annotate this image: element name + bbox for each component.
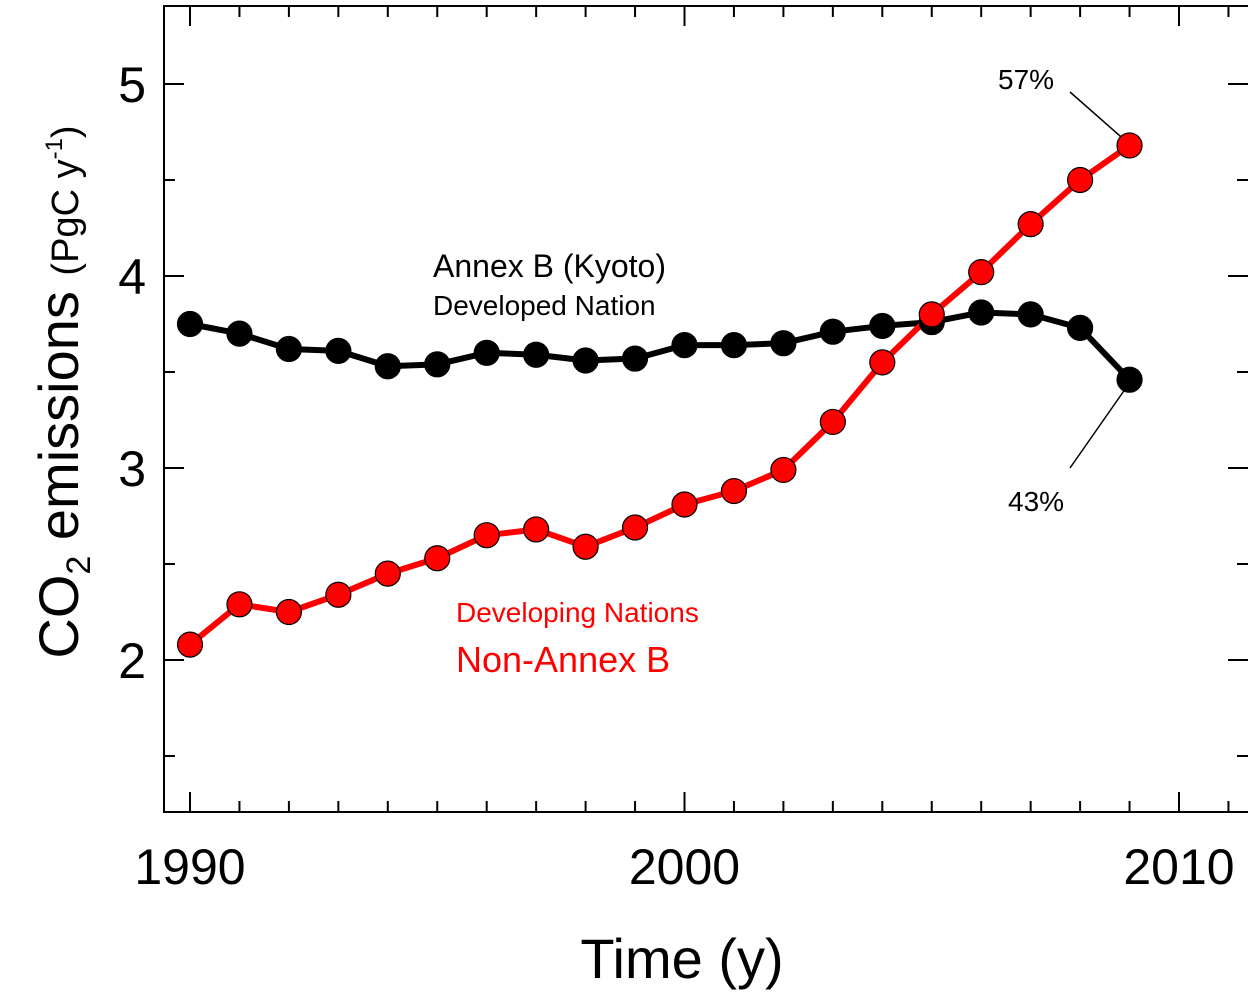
y-axis-title-unit-sup: -1 (41, 138, 68, 159)
y-axis-title: CO2 emissions (PgC y-1) (27, 125, 98, 658)
nonannex-label-line1: Developing Nations (456, 597, 699, 628)
y-tick-label: 2 (118, 633, 146, 689)
data-point-series-1 (918, 301, 945, 328)
data-point-series-1 (869, 349, 896, 376)
data-point-series-0 (1116, 366, 1143, 393)
nonannex-label-line2: Non-Annex B (456, 639, 670, 680)
data-point-series-1 (1116, 132, 1143, 159)
data-point-series-0 (473, 339, 500, 366)
pct-annex-label: 43% (1008, 486, 1064, 517)
data-point-series-1 (770, 456, 797, 484)
x-tick-label: 2000 (629, 839, 740, 895)
data-point-series-0 (621, 345, 649, 372)
data-point-series-0 (720, 332, 748, 359)
plot-frame (163, 5, 1248, 813)
data-point-series-1 (1066, 166, 1094, 194)
data-point-series-0 (1017, 301, 1044, 328)
data-point-series-0 (424, 351, 451, 378)
annex-label-line2: Developed Nation (433, 290, 656, 321)
data-point-series-1 (968, 259, 995, 286)
data-point-series-1 (374, 560, 401, 587)
y-axis-title-prefix: CO (27, 575, 90, 659)
data-point-series-0 (176, 310, 204, 338)
data-point-series-1 (473, 522, 500, 549)
data-point-series-0 (374, 353, 401, 380)
tick-labels: 1990 2000 2010 2 3 4 5 (118, 57, 1234, 895)
y-tick-label: 4 (118, 249, 146, 305)
y-axis-title-main: emissions (27, 276, 90, 556)
data-point-series-1 (621, 514, 649, 541)
axis-ticks (164, 6, 1248, 812)
data-point-series-0 (572, 347, 599, 374)
x-tick-label: 2010 (1123, 839, 1234, 895)
pct-nonannex-leader (1069, 91, 1129, 144)
series-group (176, 132, 1143, 658)
data-point-series-0 (671, 332, 698, 359)
data-point-series-1 (720, 477, 748, 505)
data-point-series-1 (523, 516, 550, 543)
data-point-series-0 (226, 320, 253, 347)
annex-label-line1: Annex B (Kyoto) (433, 248, 666, 284)
y-axis-title-unit-close: ) (45, 125, 87, 138)
data-point-series-0 (869, 312, 896, 340)
data-point-series-0 (968, 299, 995, 326)
data-point-series-1 (819, 408, 846, 436)
data-point-series-0 (275, 335, 302, 363)
data-point-series-0 (819, 318, 846, 345)
data-point-series-1 (572, 533, 599, 560)
y-tick-label: 3 (118, 441, 146, 497)
data-point-series-1 (424, 545, 451, 572)
series-line-1 (188, 142, 1132, 647)
data-point-series-1 (275, 598, 302, 626)
data-point-series-1 (1017, 211, 1044, 238)
data-point-series-0 (325, 337, 352, 364)
data-point-series-0 (770, 330, 797, 357)
y-axis-title-unit: (PgC y (45, 159, 87, 275)
data-point-series-0 (523, 341, 550, 368)
pct-annex-leader (1069, 384, 1129, 469)
y-tick-label: 5 (118, 57, 146, 113)
pct-nonannex-label: 57% (998, 64, 1054, 95)
data-point-series-1 (226, 591, 253, 618)
data-point-series-0 (1066, 314, 1094, 341)
data-point-series-1 (325, 581, 352, 608)
x-axis-title: Time (y) (580, 927, 783, 990)
x-tick-label: 1990 (134, 839, 245, 895)
data-point-series-1 (671, 491, 698, 518)
y-axis-title-subscript: 2 (60, 556, 98, 575)
data-point-series-1 (176, 631, 204, 658)
